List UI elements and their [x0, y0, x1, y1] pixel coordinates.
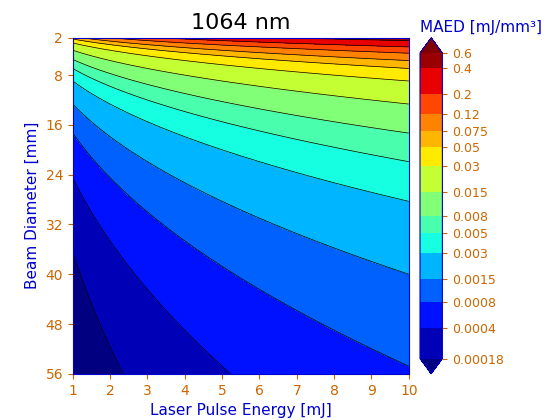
X-axis label: Laser Pulse Energy [mJ]: Laser Pulse Energy [mJ]: [150, 403, 332, 418]
Y-axis label: Beam Diameter [mm]: Beam Diameter [mm]: [25, 122, 40, 289]
PathPatch shape: [420, 38, 442, 53]
Title: 1064 nm: 1064 nm: [191, 13, 291, 34]
PathPatch shape: [420, 359, 442, 374]
Text: MAED [mJ/mm³]: MAED [mJ/mm³]: [420, 20, 542, 35]
